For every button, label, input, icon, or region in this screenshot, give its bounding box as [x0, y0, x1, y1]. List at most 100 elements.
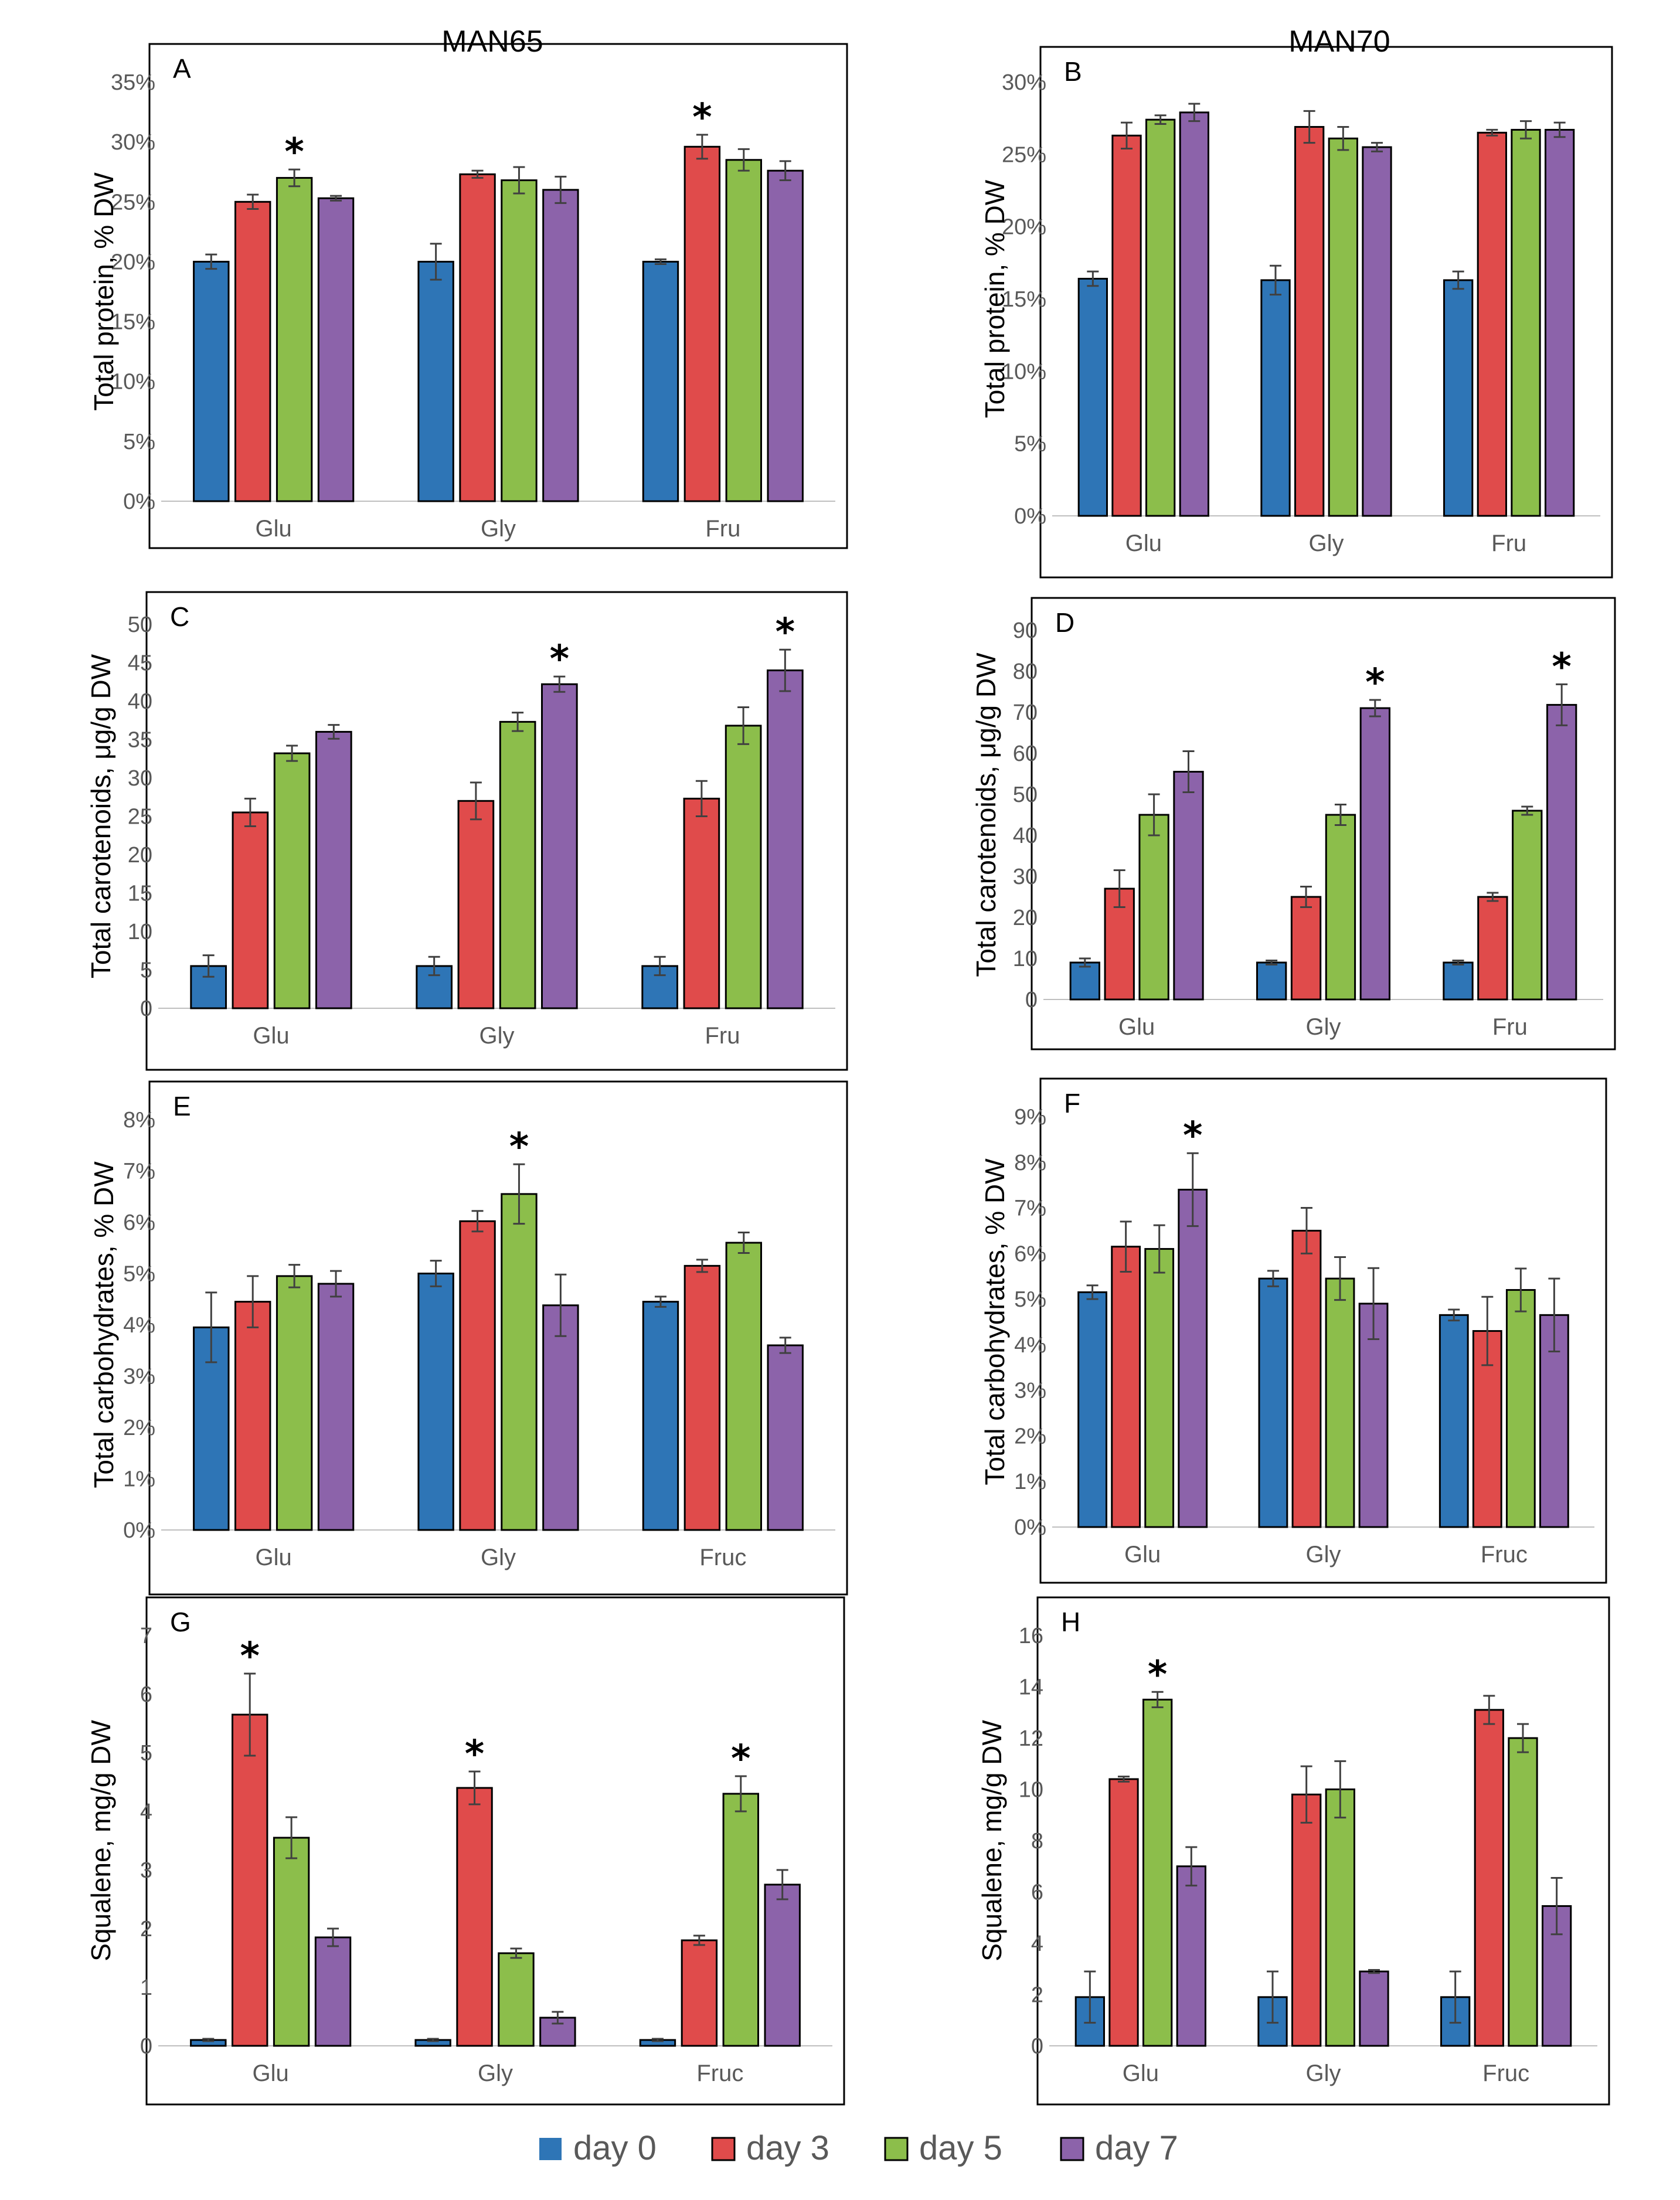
error-bar: [1521, 805, 1533, 816]
error-bar: [1120, 1220, 1132, 1273]
x-tick-label: Gly: [478, 2060, 513, 2086]
bar-day-7-glu: [1179, 111, 1209, 517]
panel-frame: [145, 591, 848, 1071]
error-bar: [1121, 121, 1133, 149]
error-bar: [328, 724, 340, 740]
error-bar: [288, 1264, 301, 1288]
y-tick-label: 6%: [123, 1210, 155, 1235]
x-tick-label: Gly: [479, 1023, 515, 1049]
error-bar: [1148, 793, 1160, 837]
error-bar: [1300, 886, 1312, 908]
error-bar: [552, 2011, 564, 2025]
y-tick-label: 30: [128, 766, 152, 791]
bar-day-0-fru: [1443, 279, 1474, 517]
bar-day-7-fruc: [1539, 1314, 1569, 1528]
panel-f: 0% 1% 2% 3% 4% 5% 6% 7% 8% 9% Glu Gly Fruc * F Total ca…: [980, 1077, 1607, 1584]
y-tick-label: 5%: [123, 1262, 155, 1287]
bar-day-0-glu: [193, 260, 230, 502]
x-tick-label: Fru: [705, 516, 740, 542]
y-tick-label: 70: [1013, 701, 1038, 725]
y-tick-label: 15: [128, 882, 152, 906]
error-bar: [1337, 125, 1349, 151]
bar-day-3-fru: [683, 797, 720, 1009]
error-bar: [427, 2038, 439, 2042]
panel-frame: [145, 1596, 845, 2106]
error-bar: [1118, 1776, 1130, 1783]
error-bar: [1452, 960, 1464, 965]
error-bar: [779, 1337, 791, 1354]
legend-item-day-3: day 3: [711, 2129, 829, 2167]
panel-frame: [1031, 597, 1616, 1050]
bar-day-0-gly: [1260, 279, 1291, 517]
y-tick-label: 20: [128, 843, 152, 868]
error-bar: [247, 193, 259, 210]
error-bar: [651, 2038, 664, 2042]
column-title-man70: MAN70: [1288, 25, 1390, 59]
panel-b: 0% 5% 10% 15% 20% 25% 30% Glu Gly Fru B Total prote…: [980, 46, 1613, 579]
error-bar: [779, 160, 791, 182]
y-tick-label: 8%: [123, 1108, 155, 1133]
y-tick-label: 20%: [111, 250, 155, 274]
bar-day-5-fru: [725, 159, 763, 502]
error-bar: [1370, 142, 1383, 152]
y-tick-label: 0: [140, 997, 152, 1021]
x-tick-label: Gly: [1309, 531, 1344, 556]
bar-day-0-gly: [1258, 1277, 1288, 1528]
error-bar: [327, 1927, 339, 1947]
error-bar: [1369, 699, 1381, 718]
y-tick-label: 0%: [1014, 1515, 1046, 1540]
y-tick-label: 16: [1019, 1624, 1043, 1648]
y-tick-label: 60: [1013, 742, 1038, 766]
y-tick-label: 3%: [1014, 1379, 1046, 1403]
error-bar: [1154, 114, 1167, 125]
bar-day-3-fruc: [681, 1939, 718, 2047]
error-bar: [1481, 1295, 1494, 1366]
bar-day-7-gly: [542, 189, 579, 502]
x-tick-label: Fru: [1492, 1014, 1528, 1040]
bar-day-3-glu: [1108, 1778, 1139, 2047]
error-bar: [1300, 1207, 1312, 1254]
error-bar: [654, 956, 666, 977]
x-tick-label: Fruc: [1481, 1542, 1528, 1567]
y-tick-label: 6: [1031, 1881, 1043, 1905]
bar-day-5-gly: [501, 1193, 538, 1531]
y-tick-label: 5%: [1014, 1287, 1046, 1312]
bar-day-3-gly: [459, 1220, 496, 1531]
bar-day-3-glu: [232, 811, 269, 1009]
error-bar: [734, 1775, 747, 1813]
bar-day-5-gly: [501, 179, 538, 502]
bar-day-3-gly: [1291, 1793, 1322, 2047]
panel-letter: G: [170, 1607, 191, 1637]
error-bar: [202, 954, 215, 978]
column-title-man65: MAN65: [441, 25, 543, 59]
error-bar: [1334, 1760, 1346, 1819]
y-tick-label: 90: [1013, 618, 1038, 643]
y-tick-label: 0: [140, 2034, 152, 2059]
legend-swatch: [711, 2137, 736, 2161]
y-tick-label: 20%: [1002, 215, 1046, 240]
y-tick-label: 0: [1031, 2034, 1043, 2059]
error-bar: [1079, 957, 1091, 968]
y-tick-label: 15%: [1002, 287, 1046, 312]
bar-day-0-glu: [1069, 961, 1100, 1001]
error-bar: [330, 1270, 342, 1298]
y-tick-label: 0: [1025, 988, 1038, 1012]
bar-day-5-glu: [276, 1275, 313, 1531]
x-tick-label: Fru: [705, 1023, 740, 1049]
error-bar: [1087, 270, 1099, 287]
y-tick-label: 35%: [111, 70, 155, 95]
panels: 0%5%10%15%20%25%30%35%Glu Gly Fru**ATotal …: [86, 43, 1616, 2106]
error-bar: [1483, 1695, 1495, 1725]
error-bar: [1182, 750, 1195, 793]
bar-day-5-fru: [725, 725, 762, 1009]
error-bar: [1550, 1876, 1563, 1936]
y-tick-label: 4: [140, 1800, 152, 1824]
panel-frame: [1036, 1596, 1610, 2106]
x-tick-label: Glu: [256, 516, 292, 542]
legend-label: day 7: [1095, 2129, 1178, 2167]
error-bar: [737, 1232, 750, 1254]
bar-day-5-glu: [1142, 1698, 1173, 2047]
panel-frame: [148, 1080, 848, 1596]
error-bar: [555, 175, 567, 204]
bar-day-5-fru: [1511, 128, 1541, 517]
